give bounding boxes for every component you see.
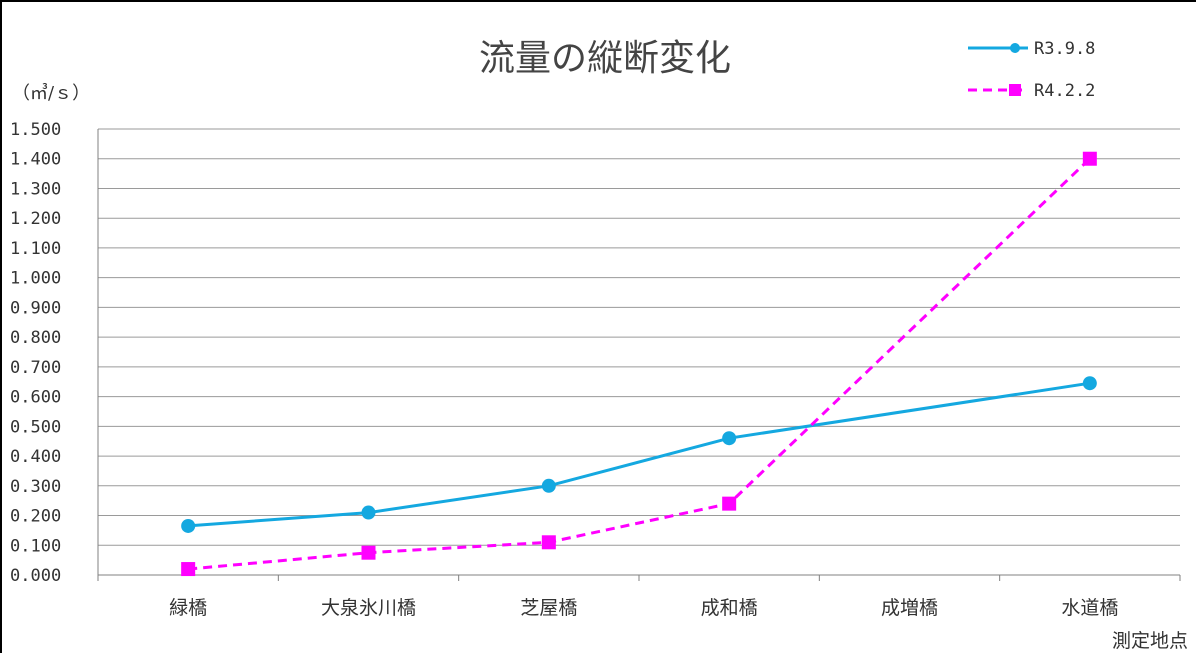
x-tick-label: 大泉氷川橋 xyxy=(321,597,416,619)
data-point xyxy=(181,518,196,533)
y-tick-label: 1.300 xyxy=(10,179,61,199)
y-tick-label: 1.400 xyxy=(10,150,61,170)
y-tick-label: 0.300 xyxy=(10,477,61,497)
y-tick-label: 1.200 xyxy=(10,209,61,229)
gridlines xyxy=(98,128,1180,546)
y-tick-label: 0.500 xyxy=(10,417,61,437)
x-tick-label: 緑橋 xyxy=(169,597,207,619)
data-point xyxy=(722,431,737,446)
chart-title: 流量の縦断変化 xyxy=(479,38,731,79)
data-point xyxy=(181,562,196,577)
data-point xyxy=(722,496,737,511)
y-tick-label: 0.900 xyxy=(10,298,61,318)
data-point xyxy=(361,505,376,520)
y-tick-label: 1.000 xyxy=(10,269,61,289)
x-tick-label: 成増橋 xyxy=(881,597,938,619)
x-tick-label: 成和橋 xyxy=(701,597,758,619)
y-tick-label: 0.100 xyxy=(10,536,61,556)
y-tick-label: 0.400 xyxy=(10,447,61,467)
axes xyxy=(97,129,1181,581)
y-tick-label: 0.200 xyxy=(10,507,61,527)
x-axis-label: 測定地点 xyxy=(1112,630,1188,652)
data-point xyxy=(1082,376,1097,391)
series-line xyxy=(188,381,1091,528)
legend-label: R3.9.8 xyxy=(1034,39,1095,59)
y-tick-label: 0.600 xyxy=(10,388,61,408)
series-R4.2.2 xyxy=(181,151,1097,577)
x-tick-labels: 緑橋 大泉氷川橋 芝屋橋 成和橋 成増橋 水道橋 xyxy=(169,597,1118,619)
legend-marker xyxy=(1009,84,1021,96)
legend: R3.9.8 R4.2.2 xyxy=(968,39,1095,101)
y-tick-label: 0.800 xyxy=(10,328,61,348)
x-tick-label: 水道橋 xyxy=(1061,597,1118,619)
y-tick-label: 1.100 xyxy=(10,239,61,259)
data-point xyxy=(541,478,556,493)
y-tick-label: 0.700 xyxy=(10,358,61,378)
y-tick-label: 0.000 xyxy=(10,566,61,586)
data-point xyxy=(361,545,376,560)
x-tick-label: 芝屋橋 xyxy=(520,597,577,619)
y-tick-label: 1.500 xyxy=(10,120,61,140)
data-point xyxy=(541,535,556,550)
legend-marker xyxy=(1010,43,1020,53)
data-point xyxy=(1082,151,1097,166)
legend-label: R4.2.2 xyxy=(1034,81,1095,101)
series-line xyxy=(188,157,1091,571)
series-layer xyxy=(181,151,1097,577)
y-tick-labels: 0.000 0.100 0.200 0.300 0.400 0.500 0.600 0.700… xyxy=(10,120,61,586)
y-axis-unit-label: （㎥/ｓ） xyxy=(12,83,90,104)
series-R3.9.8 xyxy=(181,376,1097,533)
